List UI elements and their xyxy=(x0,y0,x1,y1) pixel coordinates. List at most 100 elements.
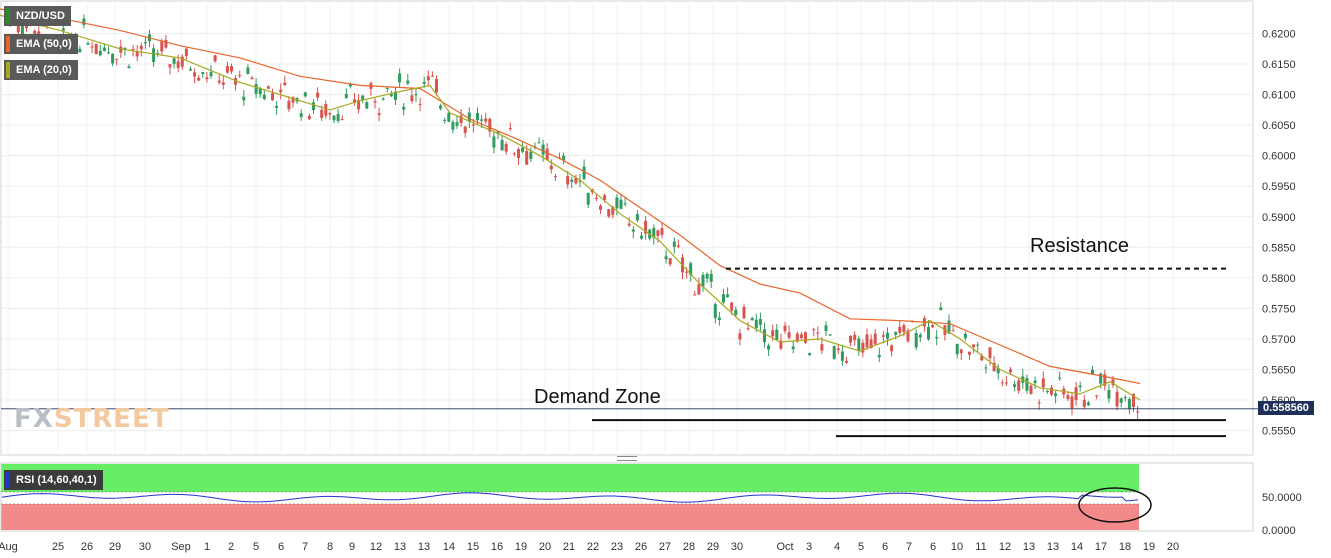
candle-body xyxy=(389,94,393,97)
candle-body xyxy=(894,331,898,335)
date-axis[interactable]: Aug 25 26 29 30 Sep 1 2 5 6 7 8 9 12 13 13 14 15 16 19 20 21 2… xyxy=(0,541,1179,553)
candle-body xyxy=(1127,398,1131,409)
date-tick-label: 13 xyxy=(1023,541,1035,553)
candle-body xyxy=(890,345,894,352)
candle-body xyxy=(1103,374,1107,386)
candle-body xyxy=(849,335,853,343)
candle-body xyxy=(984,367,988,369)
demand-zone-label: Demand Zone xyxy=(534,386,661,408)
rsi-tick-50: 50.0000 xyxy=(1262,492,1302,504)
price-grid xyxy=(0,0,1254,456)
ema50-legend[interactable]: EMA (50,0) xyxy=(4,34,78,54)
candle-body xyxy=(1132,393,1135,407)
current-price-badge: 0.558560 xyxy=(1258,401,1314,415)
date-tick-label: Aug xyxy=(0,541,18,553)
candle-body xyxy=(955,343,959,355)
candle-body xyxy=(545,148,549,161)
fxstreet-logo: FXSTREET xyxy=(14,404,170,434)
candle-body xyxy=(312,102,315,111)
date-tick-label: 27 xyxy=(659,541,671,553)
candle-body xyxy=(521,147,525,152)
date-tick-label: 14 xyxy=(1071,541,1083,553)
candle-body xyxy=(861,342,865,353)
rsi-oversold-zone xyxy=(1,504,1139,530)
candle-body xyxy=(877,354,881,358)
candle-body xyxy=(996,367,1000,374)
candle-body xyxy=(615,197,619,209)
candle-body xyxy=(340,119,344,121)
candle-body xyxy=(496,131,500,134)
candle-body xyxy=(828,334,832,336)
price-tick-label: 0.5850 xyxy=(1262,242,1296,254)
date-tick-label: 16 xyxy=(491,541,503,553)
candle-body xyxy=(447,112,451,122)
rsi-legend[interactable]: RSI (14,60,40,1) xyxy=(4,470,103,490)
candle-body xyxy=(754,319,758,328)
candle-body xyxy=(836,348,840,351)
date-tick-label: 10 xyxy=(951,541,963,553)
candle-body xyxy=(1009,369,1012,373)
candle-body xyxy=(586,192,590,205)
candle-body xyxy=(168,64,172,68)
date-tick-label: 25 xyxy=(52,541,64,553)
candle-body xyxy=(111,53,115,64)
date-tick-label: 11 xyxy=(975,541,986,553)
date-tick-label: 4 xyxy=(834,541,840,553)
candle-body xyxy=(623,203,627,205)
candle-body xyxy=(16,24,20,33)
candle-body xyxy=(652,228,656,238)
date-tick-label: 8 xyxy=(327,541,333,553)
date-tick-label: 15 xyxy=(467,541,479,553)
candle-body xyxy=(394,91,397,100)
candle-body xyxy=(853,334,857,341)
candle-body xyxy=(127,66,131,69)
candle-body xyxy=(619,199,623,209)
candle-body xyxy=(1041,378,1045,388)
candle-body xyxy=(799,334,803,339)
candle-body xyxy=(307,115,311,120)
candle-body xyxy=(291,97,295,103)
rsi-line xyxy=(1,492,1139,503)
candle-body xyxy=(484,118,488,122)
ema20-label: EMA (20,0) xyxy=(16,64,72,76)
rsi-panel: 50.0000 0.0000 xyxy=(0,462,1302,537)
candle-body xyxy=(963,333,967,339)
price-tick-label: 0.5750 xyxy=(1262,303,1296,315)
candle-body xyxy=(1050,387,1053,395)
candle-body xyxy=(816,332,820,334)
candle-body xyxy=(701,274,705,287)
date-tick-label: 21 xyxy=(563,541,575,553)
candle-body xyxy=(1136,411,1140,413)
candle-body xyxy=(775,329,779,340)
candle-body xyxy=(947,320,951,334)
date-tick-label: 18 xyxy=(1119,541,1131,553)
candle-body xyxy=(1054,393,1058,397)
candle-body xyxy=(476,112,479,121)
candle-body xyxy=(361,95,365,100)
candle-body xyxy=(221,82,225,85)
date-tick-label: 14 xyxy=(443,541,455,553)
ema20-legend[interactable]: EMA (20,0) xyxy=(4,60,78,80)
candle-body xyxy=(582,166,586,179)
rsi-overbought-zone xyxy=(1,464,1139,492)
candle-body xyxy=(287,100,291,110)
date-tick-label: 13 xyxy=(418,541,430,553)
date-tick-label: 13 xyxy=(394,541,406,553)
panel-resize-handle[interactable] xyxy=(617,456,637,461)
candle-body xyxy=(869,339,873,349)
price-axis[interactable]: 0.6200 0.6150 0.6100 0.6050 0.6000 0.5950 0.59… xyxy=(1262,28,1296,437)
candle-body xyxy=(275,105,279,108)
symbol-swatch xyxy=(6,8,10,24)
candle-body xyxy=(1004,382,1008,384)
candle-body xyxy=(685,271,689,273)
candle-body xyxy=(939,307,943,311)
candle-body xyxy=(705,273,709,279)
candle-body xyxy=(1111,379,1115,386)
symbol-legend[interactable]: NZD/USD xyxy=(4,6,71,26)
candle-body xyxy=(1082,399,1086,407)
candle-body xyxy=(422,81,426,84)
candle-body xyxy=(234,77,238,85)
candle-body xyxy=(820,344,824,351)
candle-body xyxy=(746,328,750,330)
